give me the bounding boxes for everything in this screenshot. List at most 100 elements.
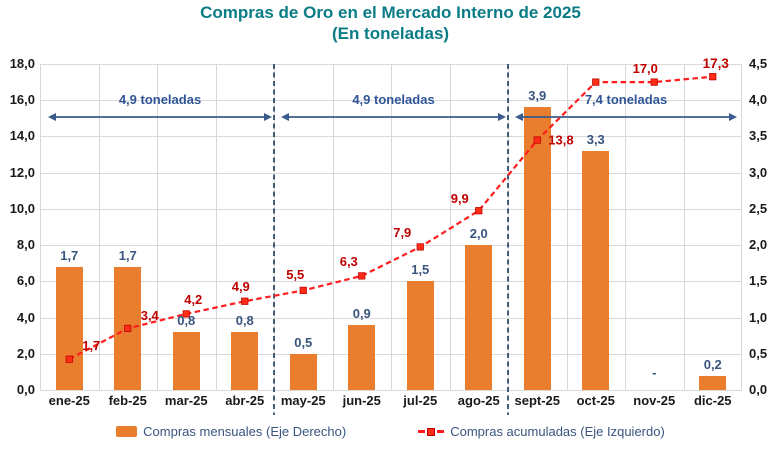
left-axis-tick: 6,0 xyxy=(16,273,35,289)
annotation-label: 4,9 toneladas xyxy=(118,92,202,107)
cumulative-line xyxy=(68,75,713,361)
right-axis-tick: 3,5 xyxy=(749,128,768,144)
legend: Compras mensuales (Eje Derecho) Compras … xyxy=(0,424,781,439)
bar-value-label: 2,0 xyxy=(469,226,488,242)
chart-title: Compras de Oro en el Mercado Interno de … xyxy=(200,3,581,22)
left-axis-tick: 0,0 xyxy=(16,382,35,397)
cumulative-value-label: 13,8 xyxy=(548,132,574,148)
bar xyxy=(348,324,376,390)
bar xyxy=(231,332,259,390)
v-gridline xyxy=(391,64,392,390)
cumulative-value-label: 4,9 xyxy=(231,279,250,295)
cumulative-value-label: 3,4 xyxy=(140,308,159,324)
cumulative-point-marker xyxy=(592,78,600,86)
bar xyxy=(523,107,551,390)
right-axis-tick: 1,5 xyxy=(749,273,768,289)
legend-label-monthly: Compras mensuales (Eje Derecho) xyxy=(143,424,347,439)
cumulative-value-label: 1,7 xyxy=(82,338,101,354)
x-axis-label: may-25 xyxy=(280,393,326,408)
x-axis-label: ene-25 xyxy=(48,393,90,408)
left-axis-tick: 14,0 xyxy=(9,128,35,144)
cumulative-point-marker xyxy=(65,355,73,363)
x-axis-label: dic-25 xyxy=(693,393,732,408)
annotation-label: 7,4 toneladas xyxy=(584,92,668,107)
cumulative-point-marker xyxy=(533,136,541,144)
plot-area: 1,7 1,7 0,8 0,8 0,5 0,9 1,5 2,0 3,9 3,3 - 0,2 4,9 to… xyxy=(40,56,742,415)
cumulative-point-marker xyxy=(709,73,717,81)
v-gridline xyxy=(741,64,742,390)
cumulative-point-marker xyxy=(299,286,307,294)
bar-value-label: 0,9 xyxy=(352,305,371,321)
left-axis-tick: 18,0 xyxy=(9,56,35,71)
bar-value-label: 0,8 xyxy=(177,313,196,329)
x-axis-label: jul-25 xyxy=(403,393,438,408)
bar xyxy=(465,245,493,390)
v-gridline xyxy=(332,64,334,390)
left-axis-tick: 4,0 xyxy=(16,309,35,325)
bar-value-label: 1,7 xyxy=(60,247,79,263)
bar-value-label: 0,8 xyxy=(235,313,254,329)
chart-subtitle: (En toneladas) xyxy=(331,24,450,43)
chart-overlay xyxy=(48,64,737,415)
bar xyxy=(406,281,434,390)
v-gridline xyxy=(98,64,100,390)
bar xyxy=(172,332,200,390)
cumulative-value-label: 7,9 xyxy=(393,224,412,240)
annotation-arrow xyxy=(515,113,737,121)
x-axis-label: sept-25 xyxy=(514,393,561,408)
cumulative-point-marker xyxy=(124,324,132,333)
annotation-arrow xyxy=(281,113,506,121)
x-axis-label: feb-25 xyxy=(108,393,147,408)
x-axis-label: ago-25 xyxy=(457,393,500,408)
cumulative-value-label: 5,5 xyxy=(286,267,305,283)
bar xyxy=(55,266,83,390)
cumulative-value-label: 4,2 xyxy=(184,291,203,307)
cumulative-value-label: 6,3 xyxy=(339,253,358,269)
bar-value-label: 3,9 xyxy=(528,88,547,104)
legend-label-cumulative: Compras acumuladas (Eje Izquierdo) xyxy=(450,424,665,439)
bar xyxy=(582,150,610,390)
right-axis-tick: 2,5 xyxy=(749,200,768,216)
left-axis-tick: 8,0 xyxy=(16,237,35,253)
x-axis-label: mar-25 xyxy=(164,393,208,408)
annotation-label: 4,9 toneladas xyxy=(352,92,435,107)
cumulative-point-marker xyxy=(416,243,424,251)
right-axis-tick: 0,0 xyxy=(749,382,768,397)
bar-value-label: 0,5 xyxy=(294,334,313,350)
v-gridline xyxy=(215,64,217,390)
v-gridline xyxy=(40,64,41,390)
right-axis-tick: 4,5 xyxy=(749,56,768,71)
left-axis-tick: 10,0 xyxy=(9,200,35,216)
left-axis-tick: 12,0 xyxy=(9,164,35,180)
bar-series-swatch-icon xyxy=(116,426,138,437)
bar xyxy=(699,375,727,390)
v-gridline xyxy=(449,64,451,390)
x-axis-label: oct-25 xyxy=(576,393,615,408)
right-axis-tick: 0,5 xyxy=(749,345,768,361)
v-gridline xyxy=(683,64,685,390)
cumulative-point-marker xyxy=(358,272,366,280)
cumulative-value-label: 17,0 xyxy=(632,61,658,77)
line-series-swatch-icon xyxy=(418,427,445,436)
cumulative-value-label: 17,3 xyxy=(702,55,729,71)
bar-value-label: 1,7 xyxy=(118,247,137,263)
missing-value-label: - xyxy=(652,365,657,380)
x-axis-label: jun-25 xyxy=(342,393,381,408)
bar-value-label: 3,3 xyxy=(586,131,605,147)
v-gridline xyxy=(157,64,158,390)
cumulative-value-label: 9,9 xyxy=(450,190,469,206)
x-axis-label: abr-25 xyxy=(225,393,265,408)
bar-value-label: 0,2 xyxy=(703,356,722,372)
annotation-arrow xyxy=(48,113,272,121)
bar-value-label: 1,5 xyxy=(411,262,430,278)
left-axis-tick: 2,0 xyxy=(16,345,35,361)
right-axis-tick: 3,0 xyxy=(749,164,768,180)
left-axis-tick: 16,0 xyxy=(9,92,35,108)
legend-item-monthly: Compras mensuales (Eje Derecho) xyxy=(116,424,346,439)
legend-item-cumulative: Compras acumuladas (Eje Izquierdo) xyxy=(418,424,665,439)
v-gridline xyxy=(566,64,568,390)
cumulative-point-marker xyxy=(475,207,483,215)
cumulative-point-marker xyxy=(182,310,190,318)
h-gridline xyxy=(40,390,742,391)
